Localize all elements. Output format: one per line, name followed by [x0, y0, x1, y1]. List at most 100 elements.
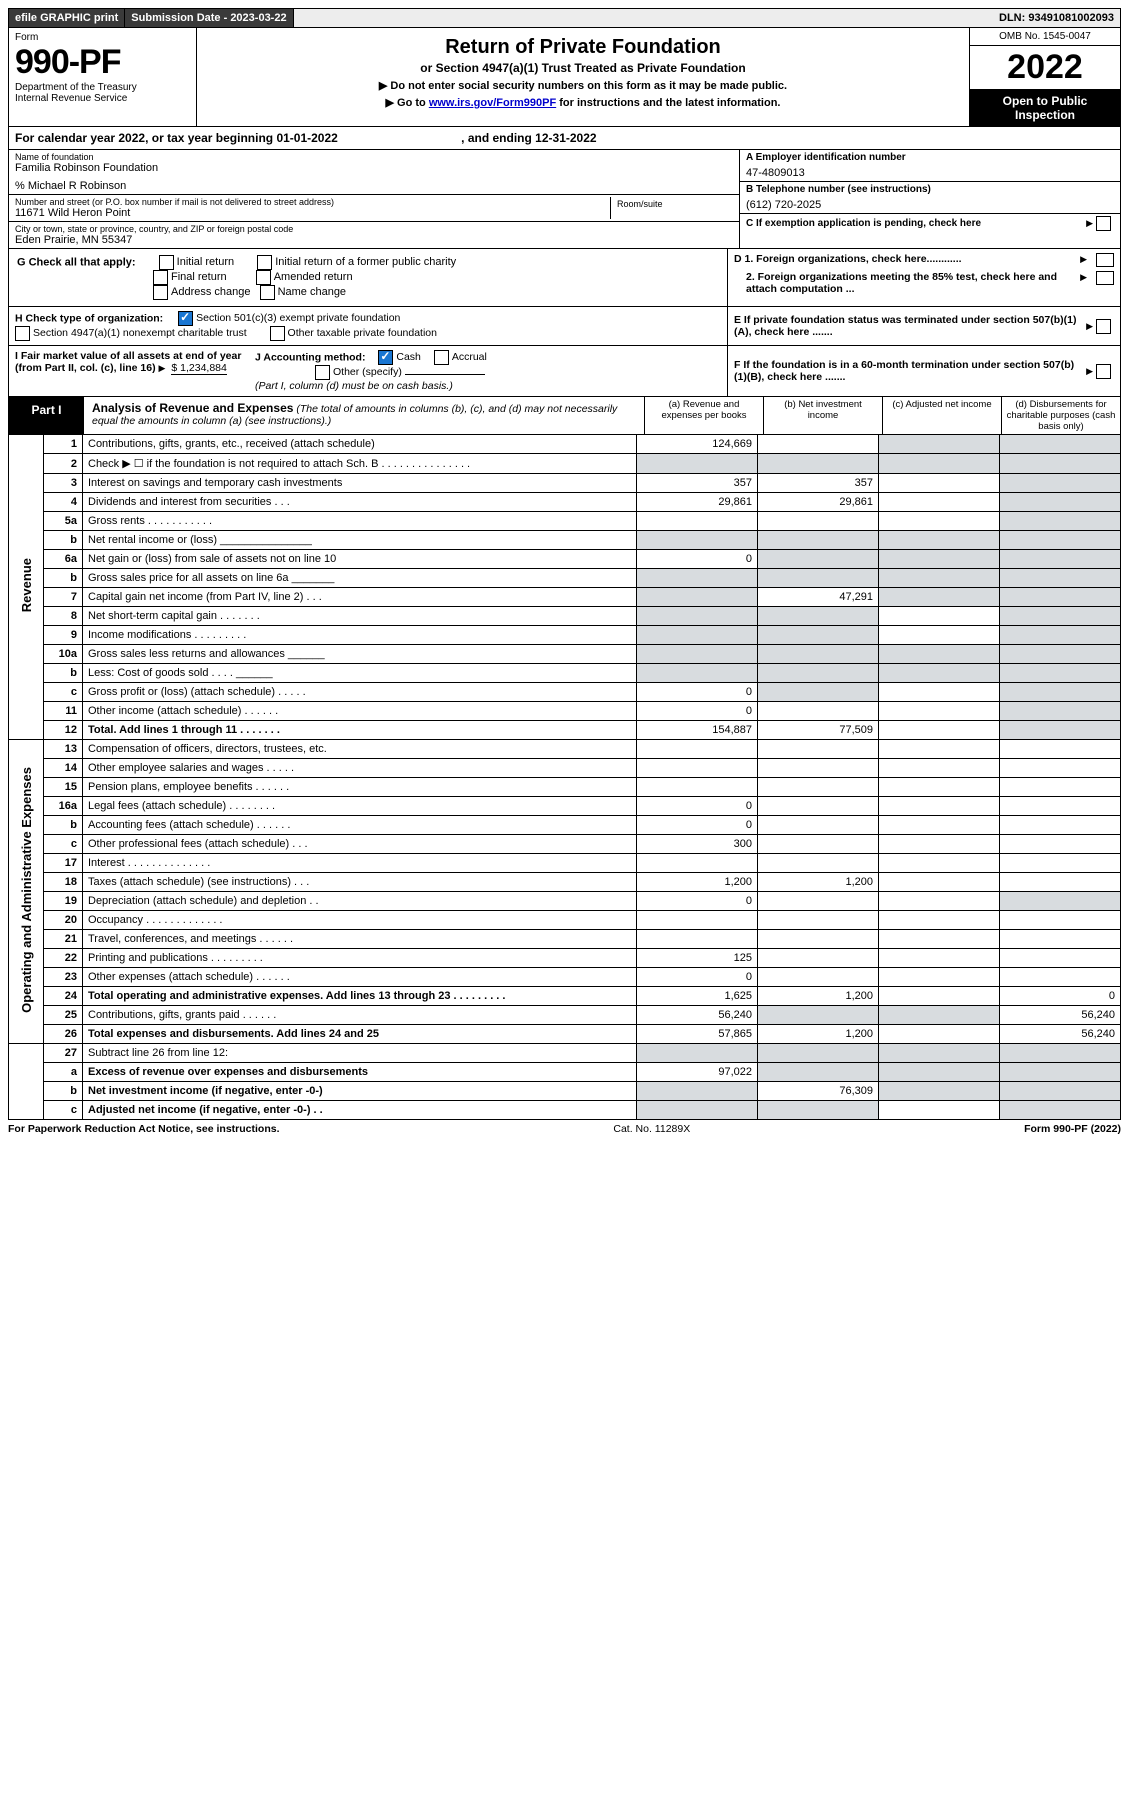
line-desc: Net gain or (loss) from sale of assets n… [83, 550, 637, 569]
cell-grey [758, 664, 879, 683]
cell-grey [637, 607, 758, 626]
cell-value [879, 683, 1000, 702]
cell-grey [637, 664, 758, 683]
line-desc: Less: Cost of goods sold . . . . ______ [83, 664, 637, 683]
line-no: 22 [44, 949, 83, 968]
h-4947-checkbox[interactable] [15, 326, 30, 341]
submission-date: Submission Date - 2023-03-22 [125, 9, 293, 27]
line-desc: Capital gain net income (from Part IV, l… [83, 588, 637, 607]
street-address: 11671 Wild Heron Point [15, 207, 610, 219]
cell-grey [879, 1044, 1000, 1063]
line-desc: Net investment income (if negative, ente… [83, 1082, 637, 1101]
line-desc: Gross sales price for all assets on line… [83, 569, 637, 588]
cell-grey [879, 435, 1000, 454]
d2-checkbox[interactable] [1096, 271, 1114, 285]
form-link[interactable]: www.irs.gov/Form990PF [429, 97, 556, 109]
cell-value [637, 778, 758, 797]
city-state-zip: Eden Prairie, MN 55347 [15, 234, 733, 246]
calendar-year-row: For calendar year 2022, or tax year begi… [8, 127, 1121, 150]
line-no: 5a [44, 512, 83, 531]
cell-value [1000, 797, 1121, 816]
cell-grey [758, 626, 879, 645]
cell-value [879, 778, 1000, 797]
cell-value [879, 759, 1000, 778]
addr-label: Number and street (or P.O. box number if… [15, 197, 610, 207]
cell-value [879, 626, 1000, 645]
g-address-change-checkbox[interactable] [153, 285, 168, 300]
d1-checkbox[interactable] [1096, 253, 1114, 267]
f-checkbox[interactable] [1096, 364, 1111, 379]
g-initial-return-checkbox[interactable] [159, 255, 174, 270]
line-desc: Contributions, gifts, grants, etc., rece… [83, 435, 637, 454]
cell-value [758, 911, 879, 930]
line-desc: Travel, conferences, and meetings . . . … [83, 930, 637, 949]
cell-value [758, 949, 879, 968]
line-no: 6a [44, 550, 83, 569]
cell-grey [758, 531, 879, 550]
j-other-checkbox[interactable] [315, 365, 330, 380]
cell-value: 0 [637, 683, 758, 702]
line-desc: Check ▶ ☐ if the foundation is not requi… [83, 454, 637, 474]
city-label: City or town, state or province, country… [15, 224, 733, 234]
e-checkbox[interactable] [1096, 319, 1111, 334]
section-rot-label: Revenue [9, 435, 44, 740]
g-name-change-checkbox[interactable] [260, 285, 275, 300]
cell-value [758, 759, 879, 778]
c-checkbox[interactable] [1096, 216, 1111, 231]
cell-value: 1,200 [758, 987, 879, 1006]
g-amended-checkbox[interactable] [256, 270, 271, 285]
cell-grey [879, 454, 1000, 474]
cell-value [879, 949, 1000, 968]
cell-grey [1000, 721, 1121, 740]
col-d-header: (d) Disbursements for charitable purpose… [1001, 397, 1120, 434]
footer-right: Form 990-PF (2022) [1024, 1123, 1121, 1135]
cell-value: 357 [758, 474, 879, 493]
footer-cat: Cat. No. 11289X [613, 1123, 690, 1135]
omb-no: OMB No. 1545-0047 [970, 28, 1120, 46]
cell-value [1000, 854, 1121, 873]
cell-grey [1000, 531, 1121, 550]
phone-value: (612) 720-2025 [746, 199, 1114, 211]
line-no: b [44, 569, 83, 588]
g-final-return-checkbox[interactable] [153, 270, 168, 285]
cell-value [637, 854, 758, 873]
line-desc: Compensation of officers, directors, tru… [83, 740, 637, 759]
line-no: c [44, 683, 83, 702]
cell-value [637, 512, 758, 531]
line-no: 26 [44, 1025, 83, 1044]
cell-grey [758, 683, 879, 702]
efile-label: efile GRAPHIC print [9, 9, 125, 27]
line-desc: Pension plans, employee benefits . . . .… [83, 778, 637, 797]
foundation-name: Familia Robinson Foundation [15, 162, 733, 174]
cell-value [1000, 816, 1121, 835]
line-desc: Taxes (attach schedule) (see instruction… [83, 873, 637, 892]
cell-grey [758, 454, 879, 474]
form-header: Form 990-PF Department of the Treasury I… [8, 28, 1121, 127]
cell-grey [1000, 550, 1121, 569]
cell-value: 300 [637, 835, 758, 854]
arrow-icon [1080, 253, 1090, 265]
line-no: b [44, 664, 83, 683]
cell-value [1000, 778, 1121, 797]
j-accrual-checkbox[interactable] [434, 350, 449, 365]
phone-label: B Telephone number (see instructions) [746, 184, 1114, 195]
cell-value: 1,200 [637, 873, 758, 892]
cell-value [1000, 835, 1121, 854]
cell-grey [1000, 664, 1121, 683]
line-no: 19 [44, 892, 83, 911]
section-g-d: G Check all that apply: Initial return I… [8, 249, 1121, 307]
h-other-taxable-checkbox[interactable] [270, 326, 285, 341]
h-501c3-checkbox[interactable] [178, 311, 193, 326]
line-no: 7 [44, 588, 83, 607]
ein-value: 47-4809013 [746, 167, 1114, 179]
entity-info: Name of foundation Familia Robinson Foun… [8, 150, 1121, 249]
cell-value: 124,669 [637, 435, 758, 454]
form-word: Form [15, 32, 190, 43]
cell-value: 77,509 [758, 721, 879, 740]
j-cash-checkbox[interactable] [378, 350, 393, 365]
g-initial-former-checkbox[interactable] [257, 255, 272, 270]
cell-value [758, 512, 879, 531]
cell-value [758, 930, 879, 949]
line-no: 14 [44, 759, 83, 778]
cell-grey [637, 531, 758, 550]
